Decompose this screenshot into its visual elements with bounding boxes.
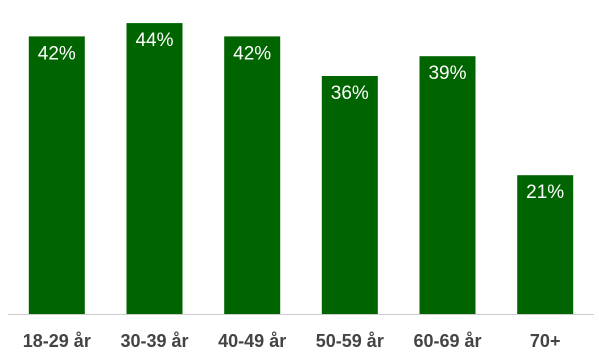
bar-value-label-1: 42%	[38, 43, 76, 64]
bar-1	[28, 36, 85, 315]
x-tick-label-4: 50-59 år	[316, 331, 384, 351]
x-tick-labels-group: 18-29 år 30-39 år 40-49 år 50-59 år 60-69 år…	[23, 331, 561, 351]
x-tick-label-3: 40-49 år	[218, 331, 286, 351]
bar-value-label-2: 44%	[135, 30, 173, 51]
bar-5	[419, 56, 476, 314]
x-tick-label-1: 18-29 år	[23, 331, 91, 351]
x-tick-label-6: 70+	[530, 331, 561, 351]
bar-2	[126, 23, 183, 314]
bar-value-label-3: 42%	[233, 43, 271, 64]
bar-4	[321, 76, 378, 314]
bar-value-label-4: 36%	[331, 83, 369, 104]
x-tick-label-5: 60-69 år	[413, 331, 481, 351]
bar-value-label-6: 21%	[526, 182, 564, 203]
bar-labels-group: 42% 44% 42% 36% 39% 21%	[38, 30, 565, 203]
bar-value-label-5: 39%	[428, 63, 466, 84]
bar-3	[224, 36, 281, 315]
bar-6	[517, 175, 574, 314]
bars-group	[28, 23, 574, 315]
x-tick-label-2: 30-39 år	[120, 331, 188, 351]
